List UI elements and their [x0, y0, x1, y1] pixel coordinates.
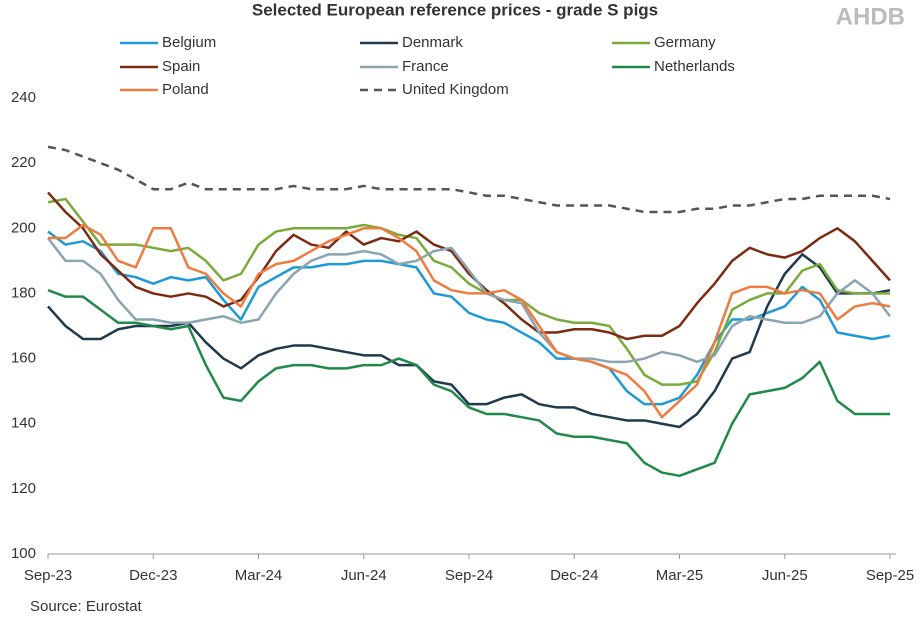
source: Source: Eurostat — [30, 598, 143, 615]
series-line — [47, 145, 891, 214]
legend-label: Germany — [654, 34, 716, 51]
x-tick-label: Jun-25 — [762, 567, 808, 584]
legend-label: Poland — [162, 81, 209, 98]
y-tick-label: 160 — [11, 350, 36, 367]
x-tick-label: Sep-23 — [24, 567, 72, 584]
legend-label: Belgium — [162, 34, 216, 51]
legend-label: Spain — [162, 58, 200, 75]
x-tick-label: Dec-24 — [550, 567, 598, 584]
series-line — [47, 288, 890, 478]
y-tick-label: 120 — [11, 480, 36, 497]
logo: AHDB — [836, 3, 905, 30]
x-tick-label: Mar-25 — [656, 567, 704, 584]
x-tick-label: Sep-25 — [866, 567, 914, 584]
y-tick-label: 180 — [11, 284, 36, 301]
series-line — [47, 230, 891, 406]
chart-title: Selected European reference prices - gra… — [252, 0, 658, 19]
series-line — [48, 223, 891, 419]
x-tick-label: Jun-24 — [341, 567, 387, 584]
x-tick-label: Dec-23 — [129, 567, 177, 584]
legend-label: Denmark — [402, 34, 463, 51]
legend-label: United Kingdom — [402, 81, 509, 98]
legend-label: Netherlands — [654, 58, 735, 75]
legend-label: France — [402, 58, 449, 75]
x-tick-label: Sep-24 — [445, 567, 493, 584]
y-tick-label: 220 — [11, 154, 36, 171]
series-line — [47, 237, 891, 364]
x-tick-label: Mar-24 — [235, 567, 283, 584]
series-line — [47, 191, 891, 341]
y-tick-label: 100 — [11, 545, 36, 562]
series-line — [47, 253, 891, 429]
series-line — [47, 197, 890, 386]
y-tick-label: 200 — [11, 219, 36, 236]
y-tick-label: 140 — [11, 415, 36, 432]
y-tick-label: 240 — [11, 89, 36, 106]
